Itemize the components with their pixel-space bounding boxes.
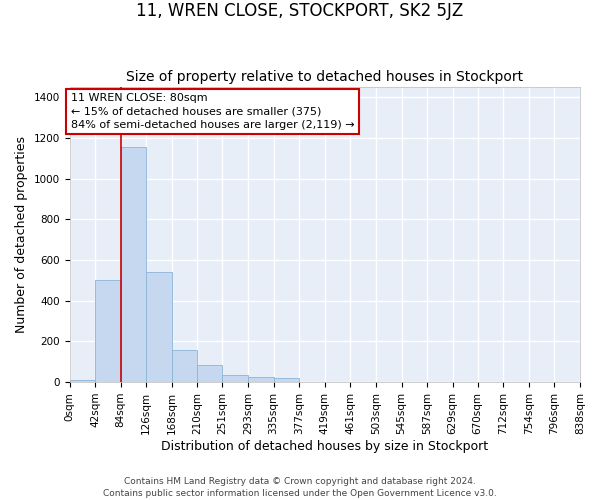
Bar <box>95 280 121 382</box>
Y-axis label: Number of detached properties: Number of detached properties <box>15 136 28 333</box>
X-axis label: Distribution of detached houses by size in Stockport: Distribution of detached houses by size … <box>161 440 488 452</box>
Text: 11, WREN CLOSE, STOCKPORT, SK2 5JZ: 11, WREN CLOSE, STOCKPORT, SK2 5JZ <box>136 2 464 21</box>
Bar <box>121 147 146 382</box>
Text: 11 WREN CLOSE: 80sqm
← 15% of detached houses are smaller (375)
84% of semi-deta: 11 WREN CLOSE: 80sqm ← 15% of detached h… <box>71 93 355 130</box>
Bar <box>223 375 248 382</box>
Title: Size of property relative to detached houses in Stockport: Size of property relative to detached ho… <box>126 70 523 85</box>
Bar <box>274 378 299 382</box>
Bar <box>70 380 95 382</box>
Bar <box>197 365 223 382</box>
Bar <box>248 377 274 382</box>
Bar <box>146 272 172 382</box>
Text: Contains HM Land Registry data © Crown copyright and database right 2024.
Contai: Contains HM Land Registry data © Crown c… <box>103 476 497 498</box>
Bar <box>172 350 197 382</box>
